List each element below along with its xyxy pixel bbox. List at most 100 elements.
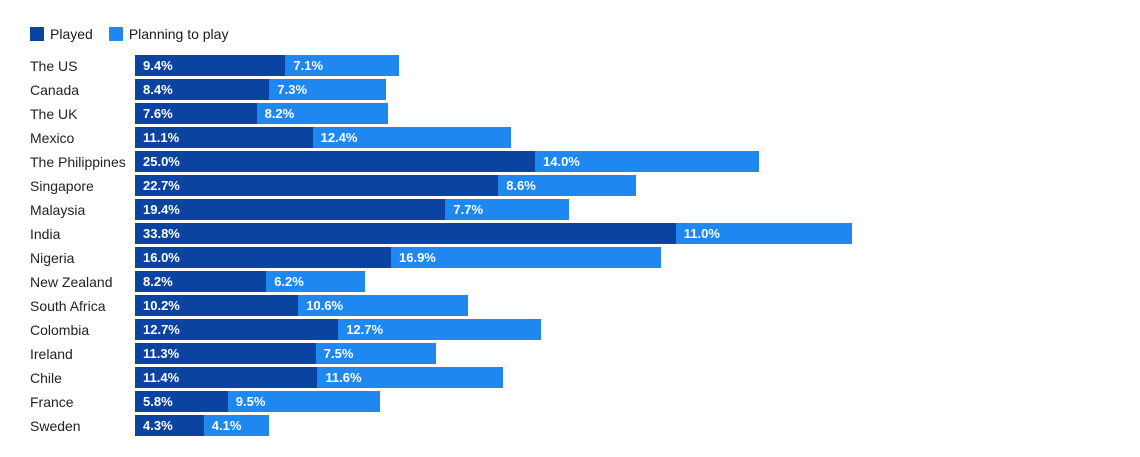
bar-row: South Africa 10.2% 10.6% [30, 295, 852, 316]
bar-row: France 5.8% 9.5% [30, 391, 852, 412]
planning-bar-segment[interactable]: 8.2% [256, 103, 388, 124]
country-label: Ireland [30, 345, 73, 362]
bar-row: Sweden 4.3% 4.1% [30, 415, 852, 436]
country-label: The US [30, 57, 78, 74]
stacked-bar: 10.2% 10.6% [135, 295, 468, 316]
played-bar-segment[interactable]: 33.8% [135, 223, 676, 244]
played-bar-segment[interactable]: 11.4% [135, 367, 318, 388]
planning-bar-segment[interactable]: 9.5% [227, 391, 380, 412]
played-bar-segment[interactable]: 16.0% [135, 247, 391, 268]
country-label: South Africa [30, 297, 106, 314]
planning-bar-segment[interactable]: 7.3% [269, 79, 387, 100]
played-bar-segment[interactable]: 19.4% [135, 199, 446, 220]
planning-bar-segment[interactable]: 10.6% [298, 295, 468, 316]
played-bar-segment[interactable]: 7.6% [135, 103, 257, 124]
planning-bar-segment[interactable]: 7.5% [315, 343, 436, 364]
bar-row: Canada 8.4% 7.3% [30, 79, 852, 100]
legend-item-played[interactable]: Played [30, 26, 93, 42]
played-bar-segment[interactable]: 11.1% [135, 127, 313, 148]
bar-row: Ireland 11.3% 7.5% [30, 343, 852, 364]
bar-row: The UK 7.6% 8.2% [30, 103, 852, 124]
planning-bar-segment[interactable]: 7.1% [285, 55, 399, 76]
planning-value-label: 6.2% [274, 274, 304, 289]
planning-bar-segment[interactable]: 12.7% [338, 319, 542, 340]
played-value-label: 33.8% [143, 226, 180, 241]
planning-bar-segment[interactable]: 4.1% [203, 415, 270, 436]
country-label: France [30, 393, 74, 410]
stacked-bar: 22.7% 8.6% [135, 175, 636, 196]
bar-row: New Zealand 8.2% 6.2% [30, 271, 852, 292]
bar-chart-rows: The US 9.4% 7.1% Canada 8.4% 7.3% The UK 7.6% 8.… [30, 55, 852, 439]
planning-bar-segment[interactable]: 8.6% [498, 175, 636, 196]
planning-bar-segment[interactable]: 6.2% [266, 271, 366, 292]
planning-bar-segment[interactable]: 16.9% [391, 247, 662, 268]
played-value-label: 22.7% [143, 178, 180, 193]
played-bar-segment[interactable]: 8.2% [135, 271, 267, 292]
played-value-label: 8.4% [143, 82, 173, 97]
played-bar-segment[interactable]: 25.0% [135, 151, 535, 172]
planning-value-label: 14.0% [543, 154, 580, 169]
stacked-bar: 11.4% 11.6% [135, 367, 503, 388]
stacked-bar: 11.1% 12.4% [135, 127, 511, 148]
played-value-label: 5.8% [143, 394, 173, 409]
stacked-bar: 19.4% 7.7% [135, 199, 569, 220]
played-bar-segment[interactable]: 8.4% [135, 79, 270, 100]
planning-value-label: 12.7% [346, 322, 384, 337]
played-bar-segment[interactable]: 11.3% [135, 343, 316, 364]
planning-value-label: 8.2% [264, 106, 295, 121]
planning-legend-label: Planning to play [128, 26, 229, 42]
stacked-bar: 8.2% 6.2% [135, 271, 366, 292]
stacked-bar: 16.0% 16.9% [135, 247, 662, 268]
country-label: The UK [30, 105, 78, 122]
played-value-label: 4.3% [143, 418, 173, 433]
planning-bar-segment[interactable]: 12.4% [312, 127, 511, 148]
played-bar-segment[interactable]: 10.2% [135, 295, 299, 316]
country-label: Singapore [30, 177, 94, 194]
played-bar-segment[interactable]: 9.4% [135, 55, 286, 76]
played-value-label: 25.0% [143, 154, 180, 169]
played-value-label: 8.2% [143, 274, 173, 289]
stacked-bar: 33.8% 11.0% [135, 223, 852, 244]
planning-value-label: 11.0% [683, 226, 720, 241]
stacked-bar: 8.4% 7.3% [135, 79, 387, 100]
planning-value-label: 12.4% [320, 130, 358, 145]
played-value-label: 16.0% [143, 250, 180, 265]
country-label: The Philippines [30, 153, 126, 170]
planning-bar-segment[interactable]: 7.7% [445, 199, 569, 220]
played-bar-segment[interactable]: 4.3% [135, 415, 204, 436]
legend-item-planning[interactable]: Planning to play [108, 26, 229, 42]
stacked-bar: 5.8% 9.5% [135, 391, 380, 412]
planning-value-label: 7.5% [323, 346, 354, 361]
played-bar-segment[interactable]: 5.8% [135, 391, 228, 412]
played-bar-segment[interactable]: 22.7% [135, 175, 499, 196]
played-value-label: 11.3% [143, 346, 180, 361]
played-value-label: 19.4% [143, 202, 180, 217]
played-value-label: 7.6% [143, 106, 173, 121]
planning-value-label: 7.7% [453, 202, 484, 217]
planning-value-label: 9.5% [235, 394, 266, 409]
stacked-bar: 4.3% 4.1% [135, 415, 270, 436]
planning-value-label: 11.6% [325, 370, 362, 385]
bar-row: India 33.8% 11.0% [30, 223, 852, 244]
bar-row: Nigeria 16.0% 16.9% [30, 247, 852, 268]
country-label: India [30, 225, 61, 242]
country-label: Colombia [30, 321, 90, 338]
planning-legend-swatch-icon [108, 27, 123, 41]
planning-value-label: 7.1% [293, 58, 324, 73]
country-label: New Zealand [30, 273, 113, 290]
played-bar-segment[interactable]: 12.7% [135, 319, 339, 340]
stacked-bar: 12.7% 12.7% [135, 319, 542, 340]
planning-bar-segment[interactable]: 11.0% [675, 223, 852, 244]
planning-value-label: 10.6% [306, 298, 344, 313]
played-value-label: 10.2% [143, 298, 180, 313]
planning-bar-segment[interactable]: 11.6% [317, 367, 503, 388]
played-value-label: 11.4% [143, 370, 180, 385]
country-label: Chile [30, 369, 62, 386]
country-label: Canada [30, 81, 80, 98]
planning-value-label: 16.9% [399, 250, 436, 265]
stacked-bar: 11.3% 7.5% [135, 343, 436, 364]
played-legend-swatch-icon [30, 27, 44, 41]
planning-bar-segment[interactable]: 14.0% [535, 151, 759, 172]
planning-value-label: 8.6% [506, 178, 536, 193]
